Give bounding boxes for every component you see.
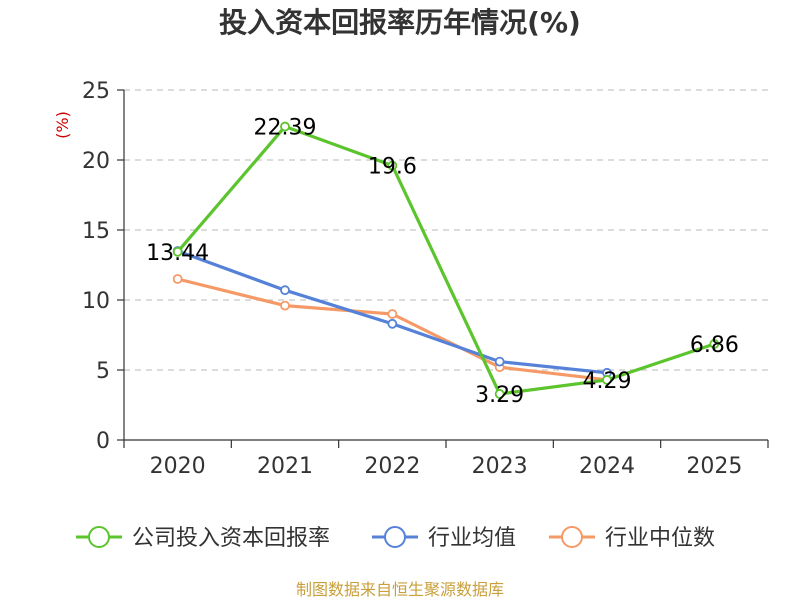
x-tick-label-2022: 2022	[364, 454, 420, 479]
y-axis-unit-label: (%)	[53, 111, 72, 139]
x-tick-label-2021: 2021	[257, 454, 313, 479]
legend-swatch-marker-1	[384, 526, 406, 548]
data-label-2025: 6.86	[690, 333, 739, 358]
x-tick-label-2024: 2024	[579, 454, 635, 479]
legend-item-0: 公司投入资本回报率	[76, 526, 330, 551]
y-tick-label-10: 10	[82, 289, 110, 314]
data-label-2020: 13.44	[146, 241, 209, 266]
y-tick-label-25: 25	[82, 79, 110, 104]
legend-label-0: 公司投入资本回报率	[132, 526, 330, 551]
series-0-point-2025	[709, 339, 720, 349]
x-tick-label-2020: 2020	[150, 454, 206, 479]
series-0-point-2022	[387, 160, 398, 171]
series-2-point-2022	[387, 309, 398, 319]
x-tick-label-2025: 2025	[686, 454, 742, 479]
legend-label-1: 行业均值	[428, 526, 516, 551]
legend: 公司投入资本回报率 行业均值 行业中位数	[76, 526, 715, 551]
data-label-2023: 3.29	[475, 383, 524, 408]
legend-item-1: 行业均值	[372, 526, 516, 551]
series-2-point-2021	[280, 300, 290, 311]
series-0-point-2020	[172, 246, 183, 257]
series-0-point-2023	[494, 389, 505, 399]
x-tick-label-2023: 2023	[472, 454, 528, 479]
legend-item-2: 行业中位数	[549, 526, 715, 551]
y-tick-label-15: 15	[82, 219, 110, 244]
chart-title: 投入资本回报率历年情况(%)	[219, 6, 581, 39]
y-tick-label-20: 20	[82, 149, 110, 174]
series-0-point-2021	[280, 121, 290, 132]
legend-swatch-marker-0	[88, 526, 110, 548]
y-tick-label-5: 5	[96, 359, 110, 384]
series-1-point-2022	[387, 318, 398, 329]
legend-label-2: 行业中位数	[605, 526, 715, 551]
series-0-point-2024	[602, 375, 612, 385]
y-tick-label-0: 0	[96, 429, 110, 454]
source-note: 制图数据来自恒生聚源数据库	[296, 580, 504, 599]
series-1-point-2021	[280, 285, 290, 296]
series-2-point-2020	[172, 274, 183, 284]
data-label-2022: 19.6	[368, 155, 417, 180]
series-0-line	[176, 124, 716, 396]
data-label-2024: 4.29	[583, 369, 632, 394]
series-1-point-2023	[494, 356, 505, 367]
data-labels: 13.44 22.39 19.6 3.29 4.29 6.86	[146, 116, 739, 408]
series-layer	[172, 121, 720, 399]
legend-swatch-marker-2	[561, 526, 583, 548]
data-label-2021: 22.39	[254, 116, 317, 141]
grid	[124, 89, 768, 371]
